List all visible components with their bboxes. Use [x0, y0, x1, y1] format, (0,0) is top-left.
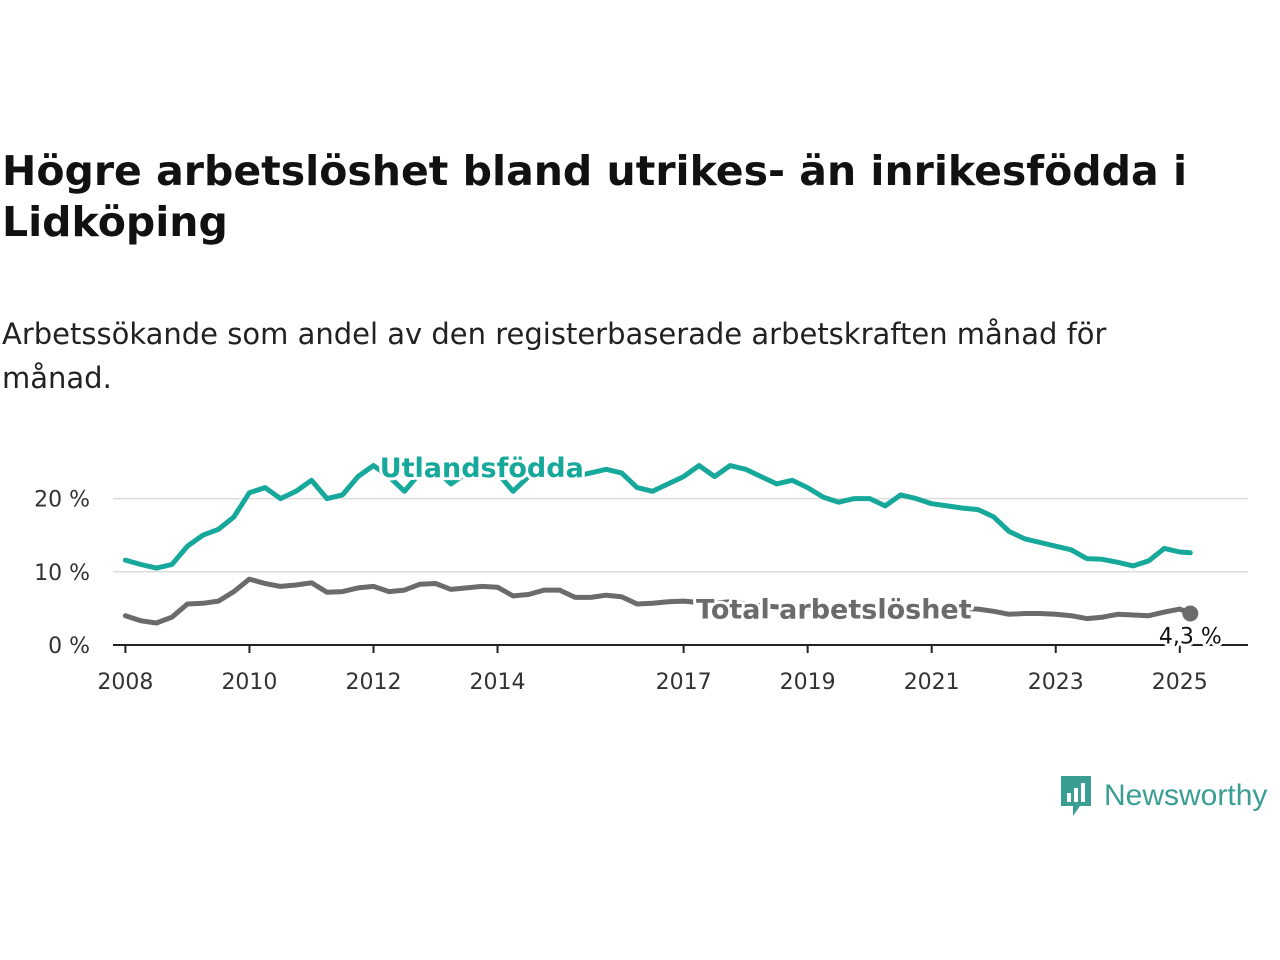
- x-tick-label: 2021: [904, 670, 960, 695]
- y-tick-label: 10 %: [34, 561, 90, 586]
- x-tick-label: 2008: [97, 670, 153, 695]
- series-lines: [122, 463, 1193, 626]
- x-tick-label: 2019: [780, 670, 836, 695]
- chart-subtitle: Arbetssökande som andel av den registerb…: [2, 317, 1107, 395]
- newsworthy-logo-icon: [1061, 776, 1091, 816]
- x-tick-label: 2014: [470, 670, 526, 695]
- x-tick-label: 2017: [656, 670, 712, 695]
- series-labels: Utlandsfödda Total arbetslöshet 4,3 %: [377, 450, 1225, 652]
- x-tick-label: 2010: [221, 670, 277, 695]
- last-value-marker: [1182, 605, 1199, 622]
- last-value-label: 4,3 %: [1159, 625, 1222, 650]
- x-tick-label: 2012: [345, 670, 401, 695]
- x-axis: 2008 2010 2012 2014 2017 2019 2021 2023 2025: [97, 644, 1248, 695]
- newsworthy-logo: Newsworthy: [1058, 772, 1267, 820]
- line-chart: 0 % 10 % 20 % 2008 2010 2012 2014 2017 2019 2021…: [34, 450, 1248, 695]
- x-tick-label: 2025: [1152, 670, 1208, 695]
- series-line-utlandsfodda: [122, 463, 1193, 571]
- gridlines: 0 % 10 % 20 %: [34, 488, 1248, 659]
- x-tick-label: 2023: [1028, 670, 1084, 695]
- chart-title: Högre arbetslöshet bland utrikes- än inr…: [2, 147, 1187, 246]
- series-line-total: [122, 576, 1193, 626]
- y-tick-label: 20 %: [34, 488, 90, 513]
- y-tick-label: 0 %: [48, 634, 90, 659]
- series-label-total: Total arbetslöshet: [696, 594, 972, 625]
- brand-name: Newsworthy: [1104, 779, 1268, 812]
- series-label-utlandsfodda: Utlandsfödda: [380, 453, 584, 484]
